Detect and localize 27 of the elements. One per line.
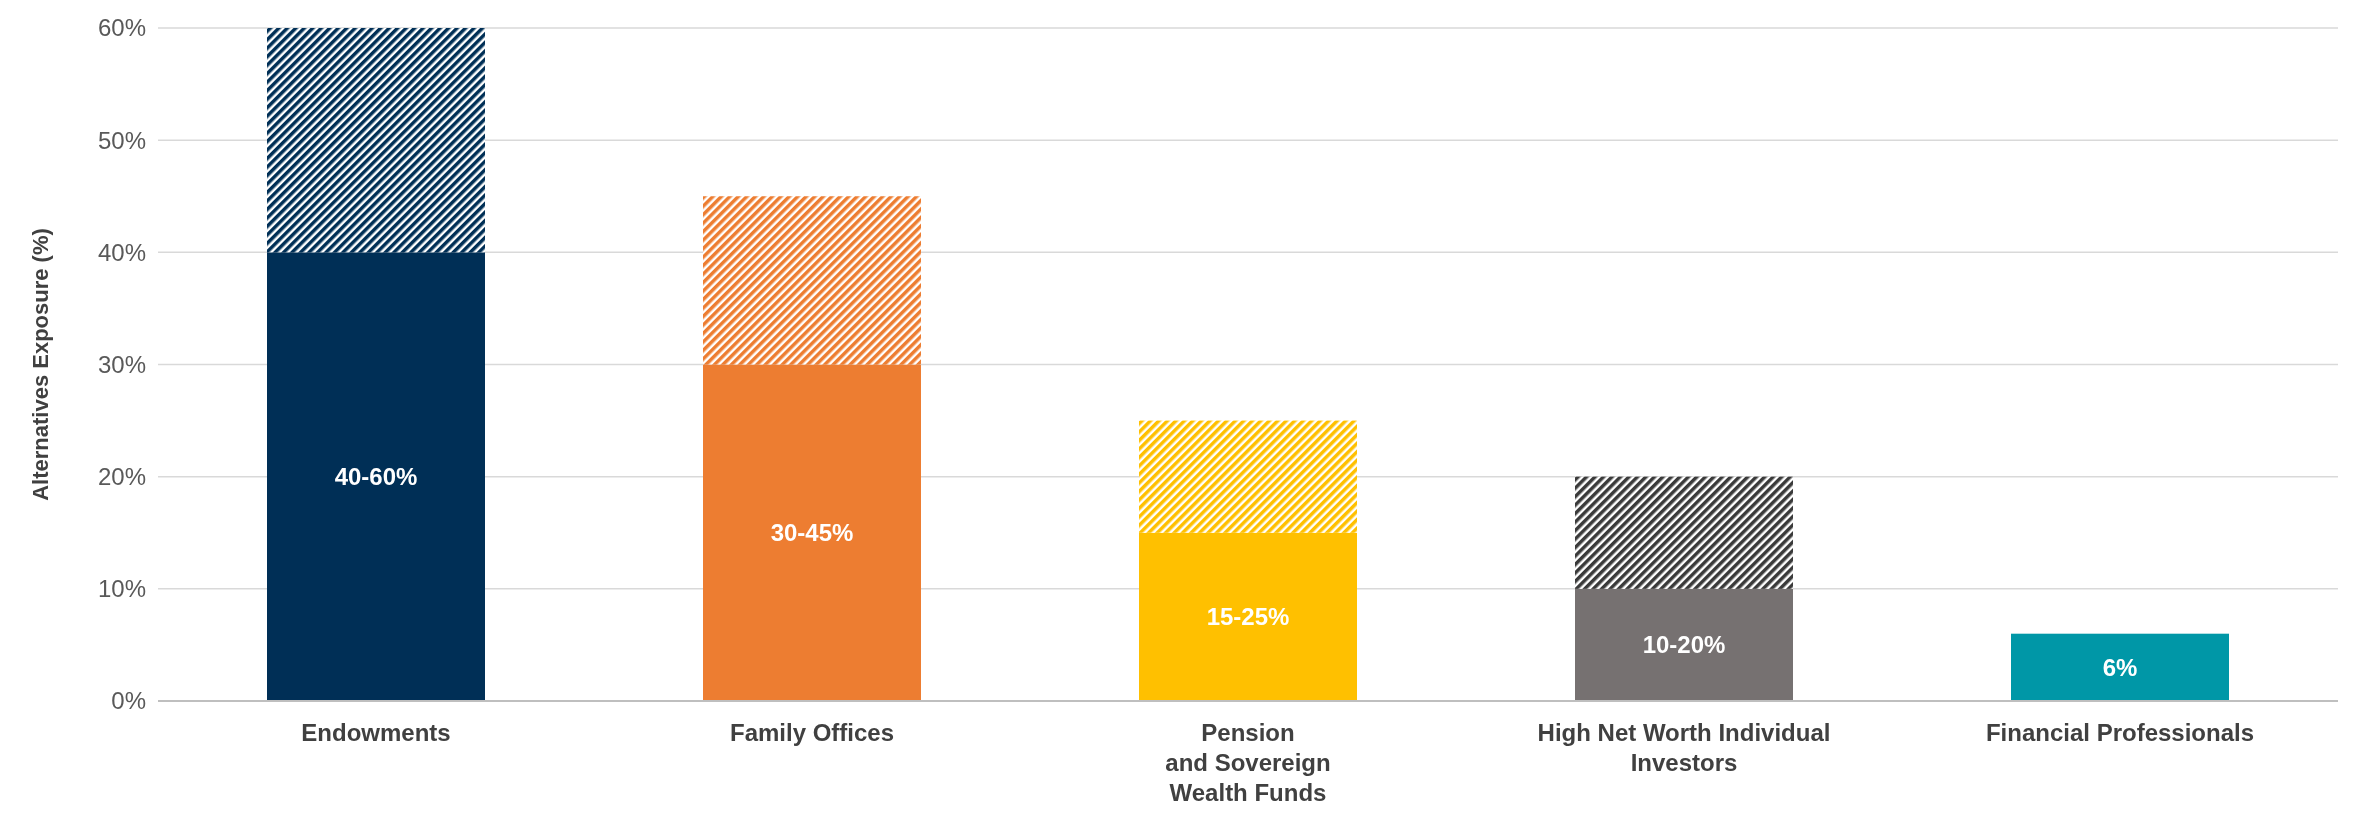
x-tick-label: High Net Worth Individual Investors: [1537, 719, 1831, 776]
y-tick-label: 60%: [97, 14, 146, 42]
bar: [703, 196, 921, 365]
x-tick-label: Financial Professionals: [1985, 719, 2255, 746]
data-label: 10-20%: [1642, 631, 1726, 659]
y-axis-title: Alternatives Exposure (%): [28, 228, 53, 501]
x-tick-label: Family Offices: [729, 719, 895, 746]
bar: [267, 252, 485, 701]
data-label: 15-25%: [1206, 603, 1290, 631]
x-tick-label: Endowments: [301, 719, 451, 746]
bar: [703, 364, 921, 701]
bar: [267, 28, 485, 253]
bar: [1139, 420, 1357, 533]
y-tick-label: 40%: [97, 238, 146, 266]
y-tick-label: 0%: [111, 687, 146, 715]
x-tick-label: Pension and Sovereign Wealth Funds: [1165, 719, 1331, 806]
y-tick-label: 30%: [97, 350, 146, 378]
bar: [1139, 532, 1357, 701]
data-label: 40-60%: [334, 463, 418, 491]
data-label: 30-45%: [770, 519, 854, 547]
bar: [1575, 476, 1793, 589]
bar: [2011, 633, 2229, 701]
y-tick-label: 50%: [97, 126, 146, 154]
y-tick-label: 20%: [97, 463, 146, 491]
data-label: 6%: [2102, 653, 2138, 681]
y-tick-label: 10%: [97, 575, 146, 603]
bar: [1575, 588, 1793, 701]
